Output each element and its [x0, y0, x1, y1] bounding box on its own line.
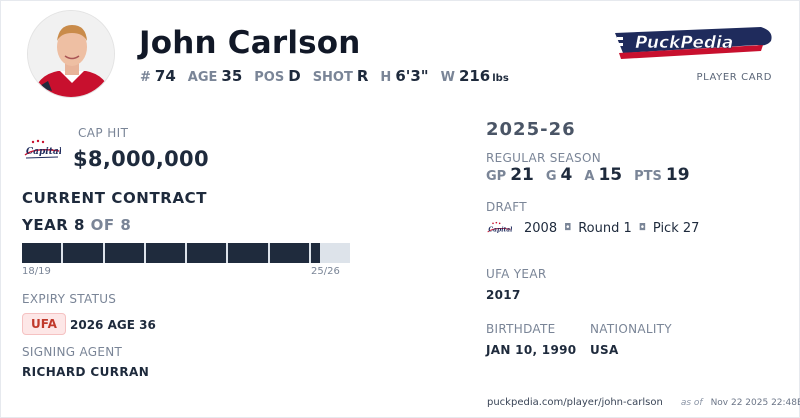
contract-year-total: OF 8 — [90, 216, 132, 234]
logo-text: PuckPedia — [635, 33, 733, 53]
expiry-status-badge: UFA — [22, 313, 66, 335]
height-value: 6'3" — [395, 67, 429, 85]
draft-round: Round 1 — [578, 220, 632, 236]
ufa-year-value: 2017 — [486, 288, 521, 302]
contract-year-segment — [63, 243, 103, 263]
capitals-logo-icon: Capitals — [24, 139, 67, 159]
contract-year: YEAR 8 OF 8 — [22, 216, 131, 234]
as-of-label: as of — [680, 398, 703, 408]
footer: puckpedia.com/player/john-carlson as of … — [487, 397, 800, 408]
current-contract-title: CURRENT CONTRACT — [22, 189, 208, 207]
avatar — [27, 10, 115, 98]
player-bio-stats: # 74 AGE 35 POS D SHOT R H 6'3" W 216 lb… — [140, 67, 509, 85]
contract-progress-bar — [22, 243, 350, 263]
contract-year-segment — [145, 243, 185, 263]
nationality-label: NATIONALITY — [590, 322, 672, 336]
draft-info: Capitals 2008 ◘ Round 1 ◘ Pick 27 — [486, 220, 699, 236]
contract-year-current: YEAR 8 — [22, 216, 85, 234]
player-card-label: PLAYER CARD — [696, 72, 772, 83]
assists-value: 15 — [598, 165, 623, 185]
contract-year-segment — [22, 243, 62, 263]
birthdate-label: BIRTHDATE — [486, 322, 556, 336]
signing-agent-name[interactable]: RICHARD CURRAN — [22, 365, 150, 379]
contract-year-segment — [310, 243, 321, 263]
goals-value: 4 — [560, 165, 573, 185]
regular-season-label: REGULAR SEASON — [486, 151, 601, 165]
separator-icon: ◘ — [564, 223, 572, 233]
cap-hit-value: $8,000,000 — [73, 147, 209, 171]
number-label: # — [140, 70, 151, 85]
player-url[interactable]: puckpedia.com/player/john-carlson — [487, 397, 663, 408]
height-label: H — [380, 70, 392, 85]
assists-label: A — [584, 169, 595, 184]
weight-value: 216 — [458, 67, 491, 85]
contract-year-segment — [104, 243, 144, 263]
shot-value: R — [356, 67, 369, 85]
puckpedia-logo[interactable]: PuckPedia — [611, 23, 776, 71]
expiry-detail: 2026 AGE 36 — [70, 318, 156, 332]
svg-text:Capitals: Capitals — [488, 226, 512, 233]
season-title: 2025-26 — [486, 119, 576, 140]
season-stats: GP 21 G 4 A 15 PTS 19 — [486, 165, 702, 185]
goals-label: G — [545, 169, 557, 184]
player-headshot-icon — [28, 11, 114, 97]
position-value: D — [288, 67, 301, 85]
draft-team-logo-icon: Capitals — [487, 221, 512, 233]
contract-year-segment — [228, 243, 268, 263]
draft-year: 2008 — [524, 220, 558, 236]
signing-agent-label: SIGNING AGENT — [22, 345, 123, 359]
contract-start-season: 18/19 — [22, 266, 51, 277]
points-label: PTS — [634, 169, 662, 184]
separator-icon: ◘ — [638, 223, 646, 233]
player-name: John Carlson — [139, 25, 361, 61]
number-value: 74 — [154, 67, 176, 85]
team-logo: Capitals — [23, 137, 67, 161]
cap-hit-label: CAP HIT — [78, 126, 129, 140]
timestamp: Nov 22 2025 22:48ET — [710, 398, 800, 408]
age-value: 35 — [221, 67, 243, 85]
shot-label: SHOT — [312, 70, 353, 85]
weight-unit: lbs — [492, 73, 509, 84]
ufa-year-label: UFA YEAR — [486, 267, 547, 281]
draft-pick: Pick 27 — [652, 220, 700, 236]
gp-label: GP — [486, 169, 507, 184]
draft-label: DRAFT — [486, 200, 527, 214]
birthdate-value: JAN 10, 1990 — [486, 343, 577, 357]
contract-year-segment — [269, 243, 309, 263]
contract-year-segment — [187, 243, 227, 263]
contract-end-season: 25/26 — [311, 266, 340, 277]
position-label: POS — [254, 70, 285, 85]
puckpedia-logo-icon: PuckPedia — [615, 27, 772, 59]
expiry-status-label: EXPIRY STATUS — [22, 292, 117, 306]
points-value: 19 — [665, 165, 690, 185]
gp-value: 21 — [510, 165, 534, 185]
age-label: AGE — [187, 70, 218, 85]
svg-text:Capitals: Capitals — [26, 147, 61, 157]
weight-label: W — [440, 70, 455, 85]
nationality-value: USA — [590, 343, 619, 357]
